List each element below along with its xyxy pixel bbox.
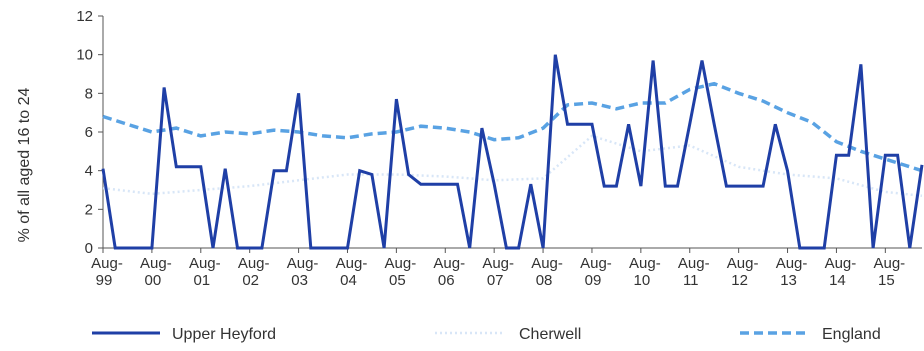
y-tick-label: 8 <box>85 85 93 102</box>
y-tick-label: 12 <box>76 8 93 25</box>
y-tick-label: 6 <box>85 124 93 141</box>
series-line-england <box>102 81 923 173</box>
x-tick-label-line2: 05 <box>389 272 406 289</box>
x-tick-label-line2: 14 <box>829 272 846 289</box>
x-tick-label-line2: 01 <box>193 272 210 289</box>
x-tick-label-line2: 07 <box>487 272 504 289</box>
x-tick-label-line1: Aug- <box>140 255 172 272</box>
x-tick-label-line2: 99 <box>96 272 113 289</box>
x-axis: Aug-99Aug-00Aug-01Aug-02Aug-03Aug-04Aug-… <box>91 247 922 289</box>
series-line-cherwell <box>102 134 923 198</box>
x-tick-label-line2: 09 <box>585 272 602 289</box>
x-tick-label-line2: 10 <box>634 272 651 289</box>
x-tick-label-line2: 03 <box>291 272 308 289</box>
x-tick-label-line2: 08 <box>536 272 553 289</box>
series-line-upper-heyford <box>101 54 924 250</box>
x-tick-label-line1: Aug- <box>189 255 221 272</box>
x-tick-label-line2: 02 <box>242 272 259 289</box>
x-tick-label-line1: Aug- <box>238 255 270 272</box>
y-tick-label: 10 <box>76 47 93 64</box>
x-tick-label-line2: 04 <box>340 272 357 289</box>
y-tick-label: 4 <box>85 163 93 180</box>
x-tick-label-line1: Aug- <box>482 255 514 272</box>
x-tick-label-line2: 11 <box>683 272 699 289</box>
x-tick-label-line1: Aug- <box>336 255 368 272</box>
x-tick-label-line2: 12 <box>731 272 748 289</box>
x-tick-label-line1: Aug- <box>629 255 661 272</box>
y-tick-label: 0 <box>85 240 93 257</box>
x-tick-label-line1: Aug- <box>385 255 417 272</box>
x-tick-label-line1: Aug- <box>91 255 123 272</box>
x-tick-label-line2: 15 <box>878 272 895 289</box>
legend-label: England <box>822 326 881 343</box>
y-tick-label: 2 <box>85 201 93 218</box>
series-lines <box>101 54 924 250</box>
x-tick-label-line2: 00 <box>145 272 162 289</box>
y-axis: 0 2 4 6 8 10 12 <box>76 8 104 257</box>
x-tick-label-line1: Aug- <box>825 255 857 272</box>
x-tick-label-line2: 06 <box>438 272 455 289</box>
x-tick-label-line1: Aug- <box>678 255 710 272</box>
y-axis-label: % of all aged 16 to 24 <box>16 88 33 243</box>
legend-label: Upper Heyford <box>172 326 276 343</box>
legend-label: Cherwell <box>519 326 581 343</box>
x-tick-label-line1: Aug- <box>727 255 759 272</box>
x-tick-label-line1: Aug- <box>873 255 905 272</box>
x-tick-label-line1: Aug- <box>580 255 612 272</box>
x-tick-label-line1: Aug- <box>287 255 319 272</box>
x-tick-label-line1: Aug- <box>776 255 808 272</box>
x-tick-label-line2: 13 <box>780 272 797 289</box>
x-tick-label-line1: Aug- <box>531 255 563 272</box>
legend: Upper Heyford Cherwell England <box>92 326 881 343</box>
x-tick-label-line1: Aug- <box>433 255 465 272</box>
